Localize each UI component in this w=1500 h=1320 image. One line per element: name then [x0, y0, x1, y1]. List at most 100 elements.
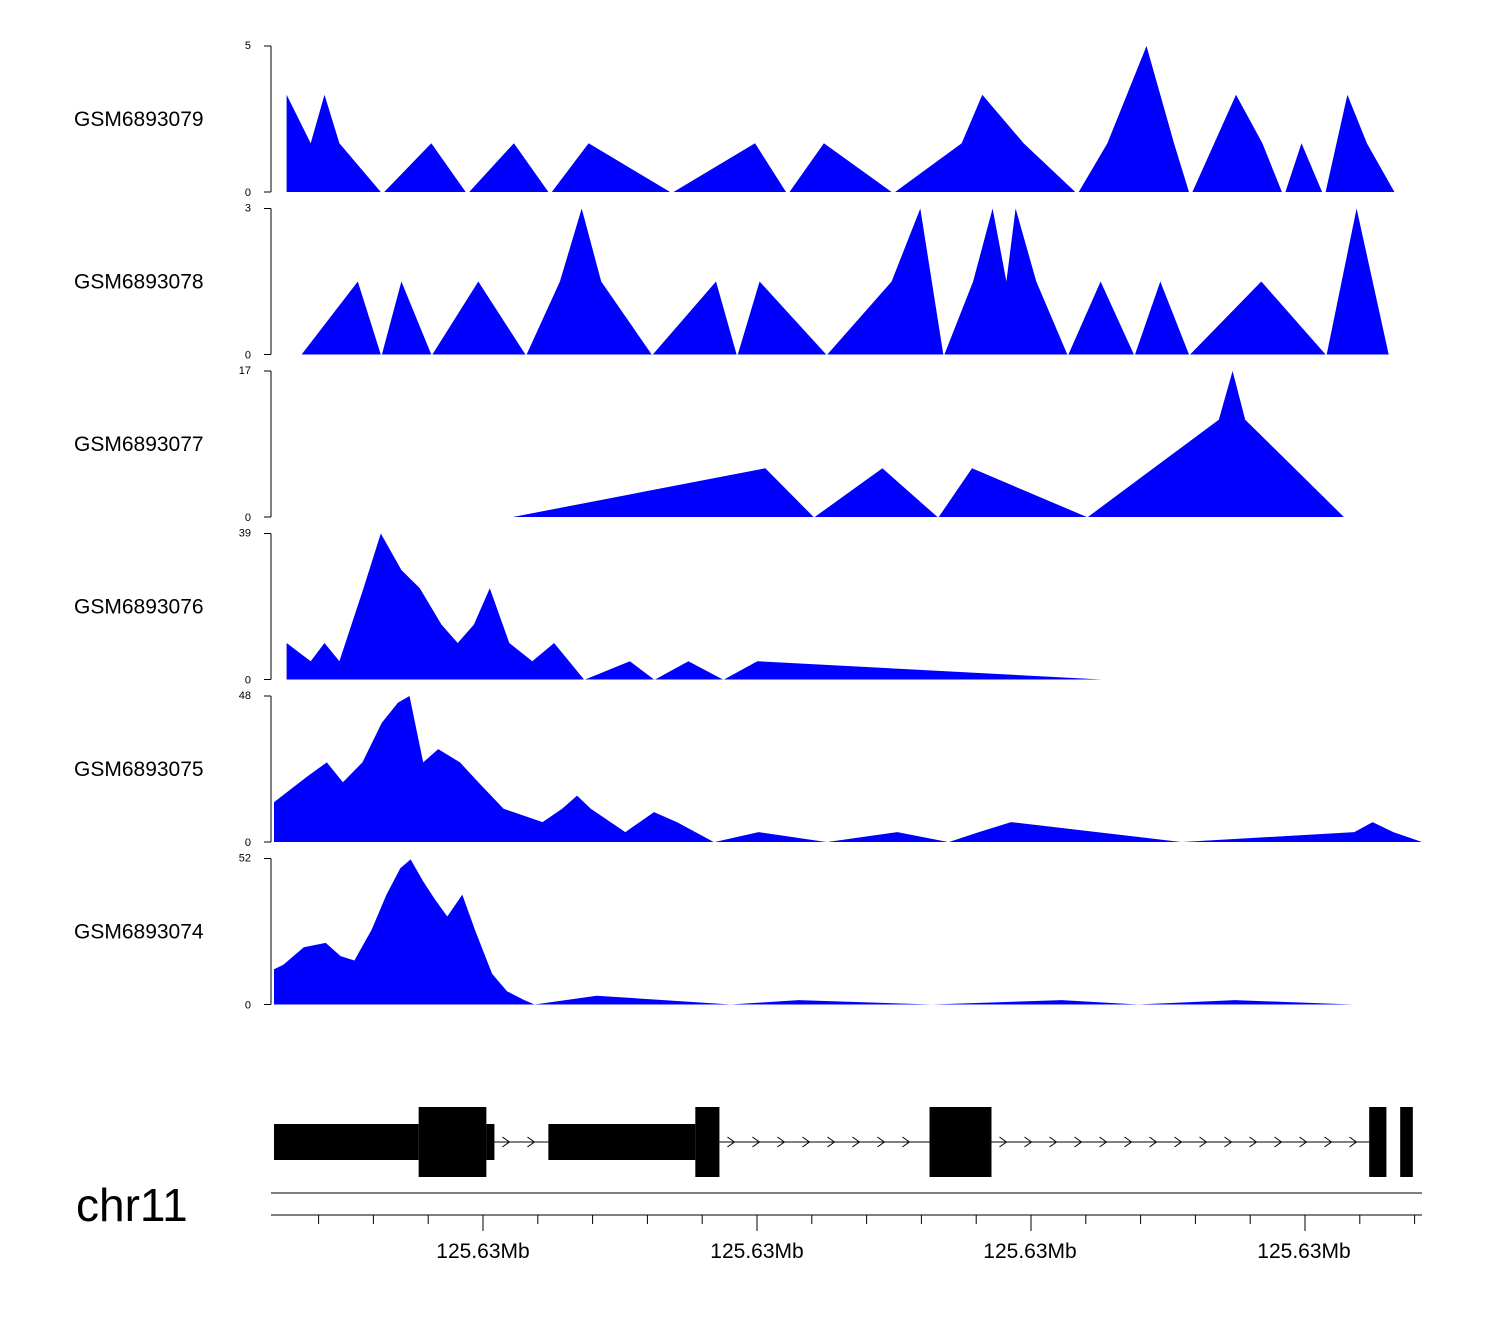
- strand-arrow: [777, 1136, 786, 1148]
- strand-arrow: [1199, 1136, 1208, 1148]
- gene-model-track: [274, 1107, 1413, 1177]
- strand-arrow: [1349, 1136, 1358, 1148]
- strand-arrow: [1124, 1136, 1133, 1148]
- strand-arrow: [502, 1136, 511, 1148]
- strand-arrow: [1049, 1136, 1058, 1148]
- coverage-segment-3: [432, 281, 526, 355]
- strand-arrow: [1099, 1136, 1108, 1148]
- strand-arrow: [827, 1136, 836, 1148]
- coverage-segment-3: [469, 143, 549, 192]
- coverage-segment-2: [714, 832, 827, 842]
- track-gsm6893077: GSM6893077 17 0: [74, 365, 1344, 524]
- coverage-segment-12: [1326, 208, 1389, 355]
- y-tick-label-min: 0: [245, 675, 251, 687]
- strand-arrow: [1324, 1136, 1333, 1148]
- coverage-segment-1: [286, 533, 584, 680]
- coverage-segment-1: [301, 281, 381, 355]
- track-label: GSM6893078: [74, 271, 204, 294]
- exon-utr-block: [486, 1124, 495, 1160]
- y-tick-label-min: 0: [245, 837, 251, 849]
- track-gsm6893078: GSM6893078 3 0: [74, 203, 1389, 362]
- strand-arrow: [1299, 1136, 1308, 1148]
- coverage-segment-10: [1135, 281, 1189, 355]
- strand-arrow: [877, 1136, 886, 1148]
- coverage-segment-11: [1325, 94, 1395, 192]
- coverage-segment-5: [652, 281, 737, 355]
- strand-arrow: [999, 1136, 1008, 1148]
- exon-cds-block: [929, 1107, 992, 1177]
- coverage-segment-6: [789, 143, 892, 192]
- strand-arrow: [1224, 1136, 1233, 1148]
- coverage-segment-6: [737, 281, 827, 355]
- coverage-segment-7: [895, 94, 1076, 192]
- y-tick-label-max: 39: [239, 528, 251, 540]
- exon-cds-block: [695, 1107, 720, 1177]
- track-label: GSM6893077: [74, 433, 204, 456]
- coverage-segment-4: [724, 661, 1102, 680]
- y-tick-label-max: 48: [239, 690, 251, 702]
- genome-axis-tick-label: 125.63Mb: [436, 1240, 529, 1263]
- coverage-segment-8: [1078, 46, 1189, 192]
- coverage-segment-5: [673, 143, 786, 192]
- track-gsm6893075: GSM6893075 48 0: [74, 690, 1422, 849]
- strand-arrow: [1274, 1136, 1283, 1148]
- track-label: GSM6893074: [74, 921, 204, 944]
- coverage-segment-11: [1190, 281, 1326, 355]
- strand-arrow: [802, 1136, 811, 1148]
- exon-cds-block: [1369, 1107, 1387, 1177]
- coverage-segment-3: [938, 468, 1087, 517]
- coverage-segment-4: [551, 143, 671, 192]
- strand-arrow: [902, 1136, 911, 1148]
- coverage-segment-8: [944, 208, 1068, 355]
- genome-axis-tick-label: 125.63Mb: [710, 1240, 803, 1263]
- coverage-segment-3: [827, 832, 948, 842]
- genome-axis-tick-label: 125.63Mb: [1257, 1240, 1350, 1263]
- exon-utr-block: [548, 1124, 696, 1160]
- strand-arrow: [1249, 1136, 1258, 1148]
- genome-axis-tick-label: 125.63Mb: [983, 1240, 1076, 1263]
- y-tick-label-min: 0: [245, 1000, 251, 1012]
- track-label: GSM6893075: [74, 758, 204, 781]
- coverage-segment-9: [1192, 94, 1282, 192]
- coverage-segment-4: [949, 822, 1181, 842]
- track-label: GSM6893076: [74, 596, 204, 619]
- y-tick-label-max: 3: [245, 203, 251, 215]
- coverage-segment-9: [1068, 281, 1134, 355]
- y-tick-label-max: 17: [239, 365, 251, 377]
- track-gsm6893079: GSM6893079 5 0: [74, 40, 1395, 199]
- strand-arrow: [1174, 1136, 1183, 1148]
- coverage-segment-5: [1182, 822, 1422, 842]
- coverage-segment-3: [655, 661, 723, 680]
- y-tick-label-min: 0: [245, 350, 251, 362]
- strand-arrow: [1074, 1136, 1083, 1148]
- exon-cds-block: [1400, 1107, 1413, 1177]
- genome-axis: 125.63Mb 125.63Mb 125.63Mb 125.63Mb: [271, 1192, 1422, 1263]
- coverage-segment-10: [1285, 143, 1323, 192]
- coverage-segment-2: [381, 281, 432, 355]
- coverage-segment-7: [827, 208, 944, 355]
- coverage-segment-1: [512, 468, 814, 517]
- track-label: GSM6893079: [74, 108, 204, 131]
- strand-arrow: [752, 1136, 761, 1148]
- strand-arrow: [727, 1136, 736, 1148]
- coverage-segment-2: [814, 468, 938, 517]
- exon-utr-block: [274, 1124, 419, 1160]
- coverage-segment-2: [585, 661, 654, 680]
- coverage-segment-1: [274, 859, 1354, 1005]
- coverage-tracks: GSM689307950GSM689307830GSM6893077170GSM…: [74, 40, 1422, 1012]
- y-tick-label-min: 0: [245, 187, 251, 199]
- coverage-segment-4: [1087, 371, 1344, 517]
- track-gsm6893076: GSM6893076 39 0: [74, 528, 1102, 687]
- coverage-segment-1: [286, 94, 381, 192]
- strand-arrow: [852, 1136, 861, 1148]
- exon-cds-block: [418, 1107, 487, 1177]
- strand-arrow: [527, 1136, 536, 1148]
- coverage-segment-2: [384, 143, 466, 192]
- track-gsm6893074: GSM6893074 52 0: [74, 853, 1354, 1012]
- strand-arrow: [1024, 1136, 1033, 1148]
- coverage-segment-4: [526, 208, 652, 355]
- y-tick-label-max: 52: [239, 853, 251, 865]
- chromosome-label: chr11: [76, 1179, 188, 1231]
- strand-arrow: [1149, 1136, 1158, 1148]
